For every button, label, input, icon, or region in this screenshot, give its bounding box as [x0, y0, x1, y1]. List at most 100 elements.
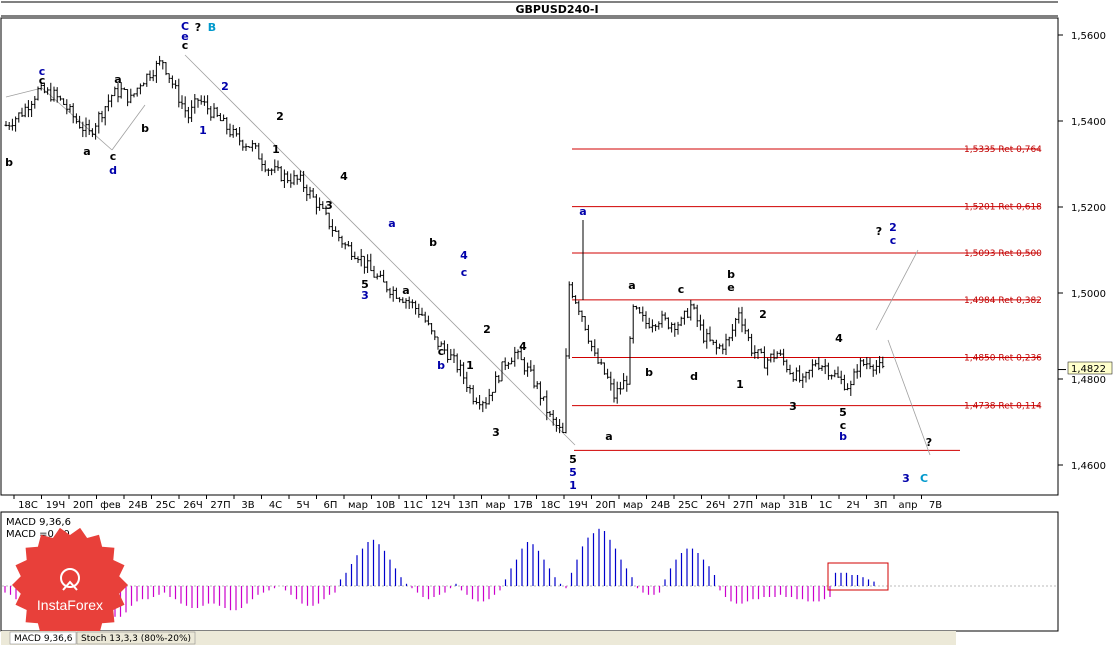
time-tick-label: 24В [651, 500, 671, 511]
price-tick-label: 1,5600 [1071, 31, 1106, 42]
svg-text:Stoch 13,3,3 (80%-20%): Stoch 13,3,3 (80%-20%) [81, 634, 191, 644]
time-tick-label: апр [898, 500, 917, 511]
time-tick-label: 6П [324, 500, 338, 511]
time-tick-label: 26Ч [706, 500, 726, 511]
wave-label: c [182, 39, 189, 52]
time-tick-label: мар [623, 500, 643, 511]
wave-label: a [114, 73, 121, 86]
guide-line [184, 54, 576, 446]
logo-text: InstaForex [37, 597, 103, 613]
wave-label: b [5, 156, 13, 169]
time-tick-label: 26Ч [183, 500, 203, 511]
time-tick-label: 12Ч [431, 500, 451, 511]
price-tick-label: 1,4600 [1071, 461, 1106, 472]
price-tick-label: 1,5000 [1071, 289, 1106, 300]
wave-label: ? [876, 225, 882, 238]
macd-histogram [2, 528, 1057, 617]
price-pane[interactable] [0, 17, 1059, 496]
price-tick-label: 1,4800 [1071, 375, 1106, 386]
wave-label: 1 [569, 479, 577, 492]
wave-label: 5 [569, 453, 577, 466]
tab-macd[interactable]: MACD 9,36,6 [9, 631, 77, 645]
price-bars [4, 55, 1066, 434]
macd-label: MACD 9,36,6 [6, 517, 71, 528]
time-tick-label: 27П [210, 500, 230, 511]
wave-label: b [141, 122, 149, 135]
wave-label: 2 [276, 110, 284, 123]
wave-label: B [208, 21, 216, 34]
time-tick-label: 25С [678, 500, 698, 511]
time-tick-label: 5Ч [296, 500, 309, 511]
wave-label: b [437, 359, 445, 372]
wave-label: 1 [272, 143, 280, 156]
time-tick-label: 1С [819, 500, 832, 511]
wave-label: c [110, 150, 117, 163]
wave-label: b [727, 268, 735, 281]
time-tick-label: мар [485, 500, 505, 511]
wave-label: a [605, 430, 612, 443]
wave-label: 5 [569, 466, 577, 479]
time-tick-label: мар [760, 500, 780, 511]
time-tick-label: мар [348, 500, 368, 511]
wave-label: b [839, 430, 847, 443]
wave-label: 4 [519, 340, 527, 353]
wave-label: a [83, 145, 90, 158]
price-tick-label: 1,5200 [1071, 203, 1106, 214]
wave-label: c [39, 74, 46, 87]
wave-label: 2 [759, 308, 767, 321]
fib-level-label: 1,4738 Ret 0,114 [964, 402, 1042, 412]
wave-label: c [39, 65, 46, 78]
wave-label: 3 [361, 289, 369, 302]
time-tick-label: 7В [929, 500, 942, 511]
time-tick-label: 13П [458, 500, 478, 511]
wave-label: 4 [460, 249, 468, 262]
time-tick-label: 17В [513, 500, 533, 511]
wave-label: 4 [340, 170, 348, 183]
wave-label: c [840, 419, 847, 432]
time-tick-label: 19Ч [46, 500, 66, 511]
tab-stoch[interactable]: Stoch 13,3,3 (80%-20%) [76, 631, 196, 645]
time-tick-label: 27П [733, 500, 753, 511]
wave-label: 2 [221, 80, 229, 93]
guide-line [5, 87, 43, 98]
instaforex-logo: InstaForex [12, 527, 128, 643]
wave-label: d [109, 164, 117, 177]
wave-label: c [438, 345, 445, 358]
time-tick-label: 18С [541, 500, 561, 511]
price-tick-label: 1,5400 [1071, 117, 1106, 128]
time-tick-label: 31В [788, 500, 808, 511]
fib-level-label: 1,5201 Ret 0,618 [964, 203, 1042, 213]
wave-label: 3 [325, 199, 333, 212]
time-tick-label: 20П [73, 500, 93, 511]
wave-label: 3 [789, 400, 797, 413]
wave-label: e [727, 281, 734, 294]
wave-label: a [628, 279, 635, 292]
time-tick-label: 25С [156, 500, 176, 511]
current-price: 1,4822 [1071, 364, 1106, 375]
wave-label: 4 [835, 332, 843, 345]
time-axis: 18C 19Ч 20П фев 24В 25С 26Ч 27П 3В 4С 5Ч 6П мар 10В 11… [13, 495, 942, 511]
time-tick-label: 19Ч [568, 500, 588, 511]
wave-label: C [181, 20, 189, 33]
wave-label: 3 [492, 426, 500, 439]
wave-label: 2 [889, 221, 897, 234]
time-tick-label: 20П [595, 500, 615, 511]
wave-label: b [645, 366, 653, 379]
time-tick-label: 10В [376, 500, 396, 511]
wave-label: 1 [466, 359, 474, 372]
price-axis: 1,5600 1,5400 1,5200 1,5000 1,4800 1,4600 [1058, 31, 1106, 472]
time-tick-label: 24В [128, 500, 148, 511]
macd-value: MACD =0,00 [6, 529, 70, 540]
wave-label: a [388, 217, 395, 230]
wave-label: c [678, 283, 685, 296]
time-tick-label: 11С [403, 500, 423, 511]
svg-text:MACD 9,36,6: MACD 9,36,6 [14, 634, 73, 644]
guide-line [875, 249, 919, 331]
current-price-tag [1067, 361, 1113, 375]
fib-level-label: 1,4984 Ret 0,382 [964, 296, 1042, 306]
time-tick-label: 3В [241, 500, 254, 511]
fibonacci-levels: 1,5335 Ret 0,764 1,5201 Ret 0,618 1,5093 R… [572, 145, 1042, 451]
wave-label: 3 [902, 472, 910, 485]
